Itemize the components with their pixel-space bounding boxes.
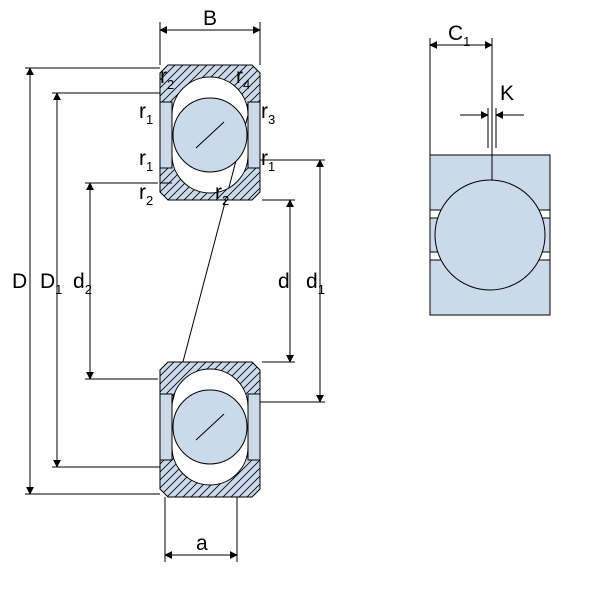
- label-r2-mr: r2: [215, 181, 229, 208]
- right-side-view: C1 K: [430, 22, 550, 315]
- svg-text:D1: D1: [40, 270, 62, 297]
- svg-text:D: D: [12, 270, 27, 293]
- svg-text:d1: d1: [306, 270, 325, 297]
- lower-section: [160, 362, 260, 497]
- svg-text:d: d: [278, 270, 290, 293]
- svg-text:d2: d2: [73, 270, 92, 297]
- label-r3-tr: r3: [261, 100, 275, 127]
- svg-text:a: a: [196, 532, 208, 555]
- svg-text:C1: C1: [448, 22, 470, 49]
- svg-text:K: K: [500, 82, 514, 105]
- bearing-cross-section-diagram: B D D1 d2 d d1 r2 r4 r1 r3: [0, 0, 600, 600]
- label-r1-ml: r1: [139, 147, 153, 174]
- label-r1-mr: r1: [261, 147, 275, 174]
- svg-text:B: B: [203, 7, 217, 30]
- dim-B: B: [160, 7, 260, 30]
- dim-D: D: [12, 68, 30, 494]
- dim-d1: d1: [306, 160, 325, 402]
- label-r1-tl: r1: [139, 100, 153, 127]
- dim-d2: d2: [73, 183, 92, 379]
- dim-D1: D1: [40, 93, 62, 467]
- ball-side: [435, 180, 545, 290]
- dim-a: a: [165, 497, 237, 562]
- left-section-view: B D D1 d2 d d1 r2 r4 r1 r3: [12, 7, 325, 562]
- dim-d: d: [278, 200, 290, 362]
- label-r2-ml: r2: [139, 181, 153, 208]
- dim-C1: C1: [430, 22, 492, 49]
